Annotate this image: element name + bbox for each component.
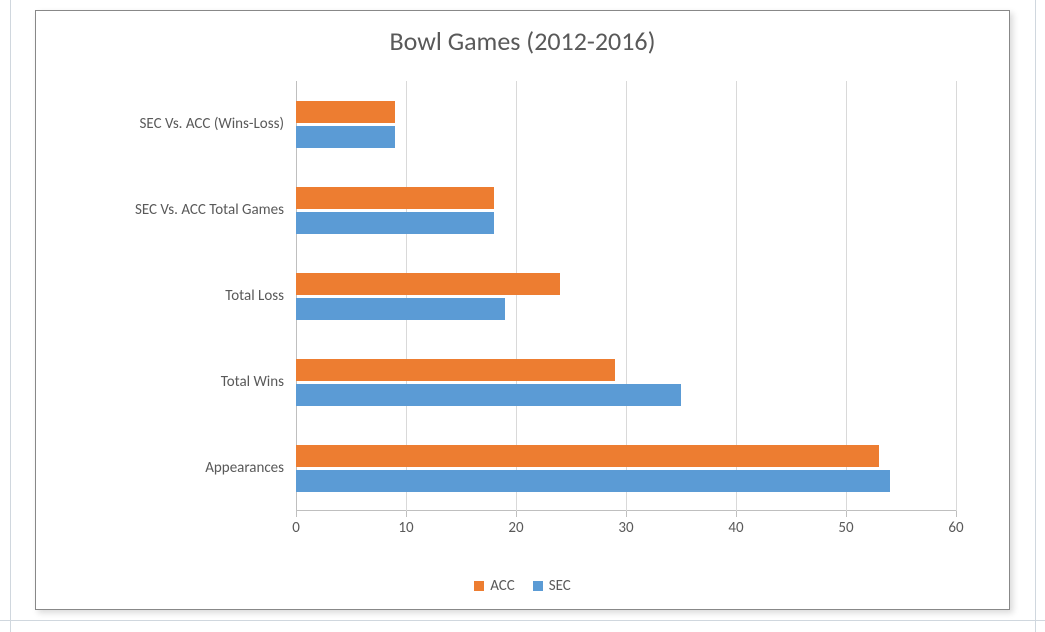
bar-acc[interactable]: [296, 273, 560, 295]
chart-container[interactable]: Bowl Games (2012-2016) 0102030405060Appe…: [35, 10, 1010, 610]
bar-acc[interactable]: [296, 445, 879, 467]
x-tick-label: 50: [838, 519, 853, 537]
bar-sec[interactable]: [296, 126, 395, 148]
x-tick-label: 30: [618, 519, 633, 537]
y-category-label: Total Loss: [44, 287, 296, 305]
x-gridline: [956, 81, 957, 511]
x-tick-label: 10: [398, 519, 413, 537]
legend-swatch: [533, 581, 543, 591]
x-tick-label: 60: [948, 519, 963, 537]
legend-label: ACC: [490, 577, 515, 595]
x-tick-label: 20: [508, 519, 523, 537]
x-tick: [406, 511, 407, 517]
x-tick: [846, 511, 847, 517]
sheet-grid-line: [10, 0, 11, 632]
bar-acc[interactable]: [296, 359, 615, 381]
y-category-label: SEC Vs. ACC (Wins-Loss): [44, 115, 296, 133]
x-tick-label: 40: [728, 519, 743, 537]
x-tick: [626, 511, 627, 517]
y-category-label: Total Wins: [44, 373, 296, 391]
sheet-grid-line: [1035, 0, 1036, 632]
x-tick: [956, 511, 957, 517]
chart-title: Bowl Games (2012-2016): [36, 25, 1009, 57]
bar-sec[interactable]: [296, 298, 505, 320]
bar-sec[interactable]: [296, 212, 494, 234]
y-category-label: Appearances: [44, 459, 296, 477]
x-tick: [516, 511, 517, 517]
legend-item-sec[interactable]: SEC: [533, 577, 571, 595]
bar-sec[interactable]: [296, 470, 890, 492]
legend: ACC SEC: [36, 577, 1009, 595]
bar-acc[interactable]: [296, 101, 395, 123]
legend-swatch: [474, 581, 484, 591]
legend-item-acc[interactable]: ACC: [474, 577, 515, 595]
y-category-label: SEC Vs. ACC Total Games: [44, 201, 296, 219]
bar-acc[interactable]: [296, 187, 494, 209]
x-tick: [736, 511, 737, 517]
bar-sec[interactable]: [296, 384, 681, 406]
x-tick: [296, 511, 297, 517]
sheet-grid-line: [0, 620, 1045, 621]
legend-label: SEC: [549, 577, 571, 595]
x-tick-label: 0: [292, 519, 300, 537]
plot-area: 0102030405060AppearancesTotal WinsTotal …: [296, 81, 956, 511]
